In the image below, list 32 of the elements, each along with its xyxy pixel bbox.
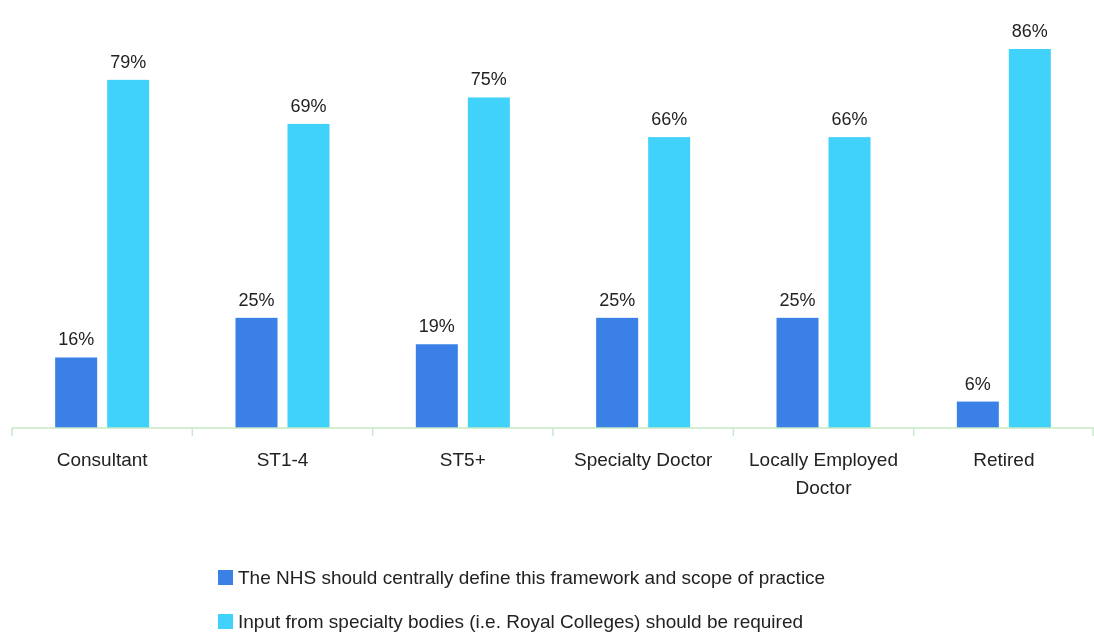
bar [467,97,510,428]
bar [596,317,639,428]
data-label: 6% [964,373,991,394]
data-label: 25% [599,289,636,310]
x-tick-label: Specialty Doctor [573,449,713,470]
data-label: 75% [470,69,507,90]
legend-label: Input from specialty bodies (i.e. Royal Colleges) should be required [238,611,804,632]
bar [415,344,458,428]
bar [107,79,150,428]
data-label: 66% [831,109,868,130]
x-tick-label: ST1-4 [256,449,309,470]
data-label: 25% [779,289,816,310]
bar [235,317,278,428]
data-label: 86% [1011,21,1048,41]
data-label: 25% [238,289,275,310]
bar [956,401,999,428]
bar [55,357,98,428]
bar [828,137,871,428]
legend-label: The NHS should centrally define this framework and scope of practice [238,567,826,588]
x-tick-label: Retired [973,449,1035,470]
bar [776,317,819,428]
data-label: 19% [418,316,455,337]
data-label: 66% [651,109,688,130]
bar [1008,49,1051,428]
x-tick-label: ST5+ [439,449,486,470]
x-tick-label: Consultant [56,449,149,470]
data-label: 79% [110,51,147,72]
bar [648,137,691,428]
data-label: 16% [58,329,95,350]
x-tick-label: Locally Employed Doctor [749,449,898,498]
bar [287,123,330,428]
data-label: 69% [290,95,327,116]
